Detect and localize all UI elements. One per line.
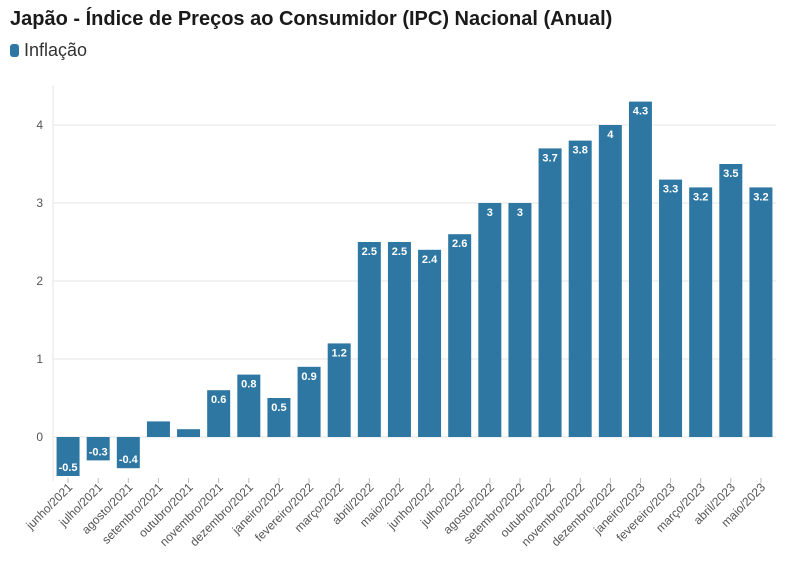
data-label: 3.8 [573,145,588,157]
bar [56,437,80,476]
data-label: 2.5 [392,246,407,258]
data-label: -0.5 [59,462,78,474]
bar [177,429,201,437]
bar [749,187,773,437]
bar [418,249,442,437]
bar [237,374,261,437]
data-label: 3.3 [663,184,678,196]
data-label: 0.8 [241,379,256,391]
y-tick-label: 1 [36,352,43,366]
bar [297,366,321,437]
data-label: 3.5 [723,168,738,180]
data-label: 3.2 [753,191,768,203]
legend-swatch [10,44,19,57]
x-axis-ticks: junho/2021julho/2021agosto/2021setembro/… [23,478,768,549]
data-label: -0.3 [89,446,108,458]
bar [387,242,411,437]
bar [207,390,231,437]
data-label: 4.3 [633,106,648,118]
bar [659,179,683,437]
data-label: 3.7 [542,152,557,164]
bar [327,343,351,437]
data-label: 2.5 [362,246,377,258]
bar [598,125,622,437]
y-tick-label: 2 [36,274,43,288]
gridlines [52,85,776,481]
bar [267,398,291,437]
data-label: 0.9 [301,371,316,383]
legend: Inflação [10,40,87,61]
bar [478,203,502,437]
data-label: 1.2 [332,347,347,359]
data-label: 0.5 [271,402,286,414]
y-tick-label: 0 [36,430,43,444]
data-label: 4 [607,129,614,141]
bar [538,148,562,437]
bar [146,421,170,437]
data-label: 3.2 [693,191,708,203]
bar [719,164,743,437]
bar [116,437,140,469]
data-label: 0.6 [211,394,226,406]
data-label: 3 [517,207,523,219]
data-label: 2.6 [452,238,467,250]
bar [628,101,652,437]
data-label: 2.4 [422,254,438,266]
bar [86,437,110,461]
bar [568,140,592,437]
data-label: -0.4 [119,454,139,466]
y-tick-label: 3 [36,196,43,210]
bar [448,234,472,437]
chart-title: Japão - Índice de Preços ao Consumidor (… [10,8,613,30]
data-label: 3 [487,207,493,219]
legend-label: Inflação [24,40,88,60]
bars [56,101,773,476]
y-axis-ticks: 0 1 2 3 4 [36,118,43,444]
bar [689,187,713,437]
bar [357,242,381,437]
bar [508,203,532,437]
y-tick-label: 4 [36,118,43,132]
data-labels: -0.5 -0.3 -0.4 0.6 0.8 0.5 0.9 1.2 2.5 2.5 2.4 2.6 3… [59,106,769,474]
